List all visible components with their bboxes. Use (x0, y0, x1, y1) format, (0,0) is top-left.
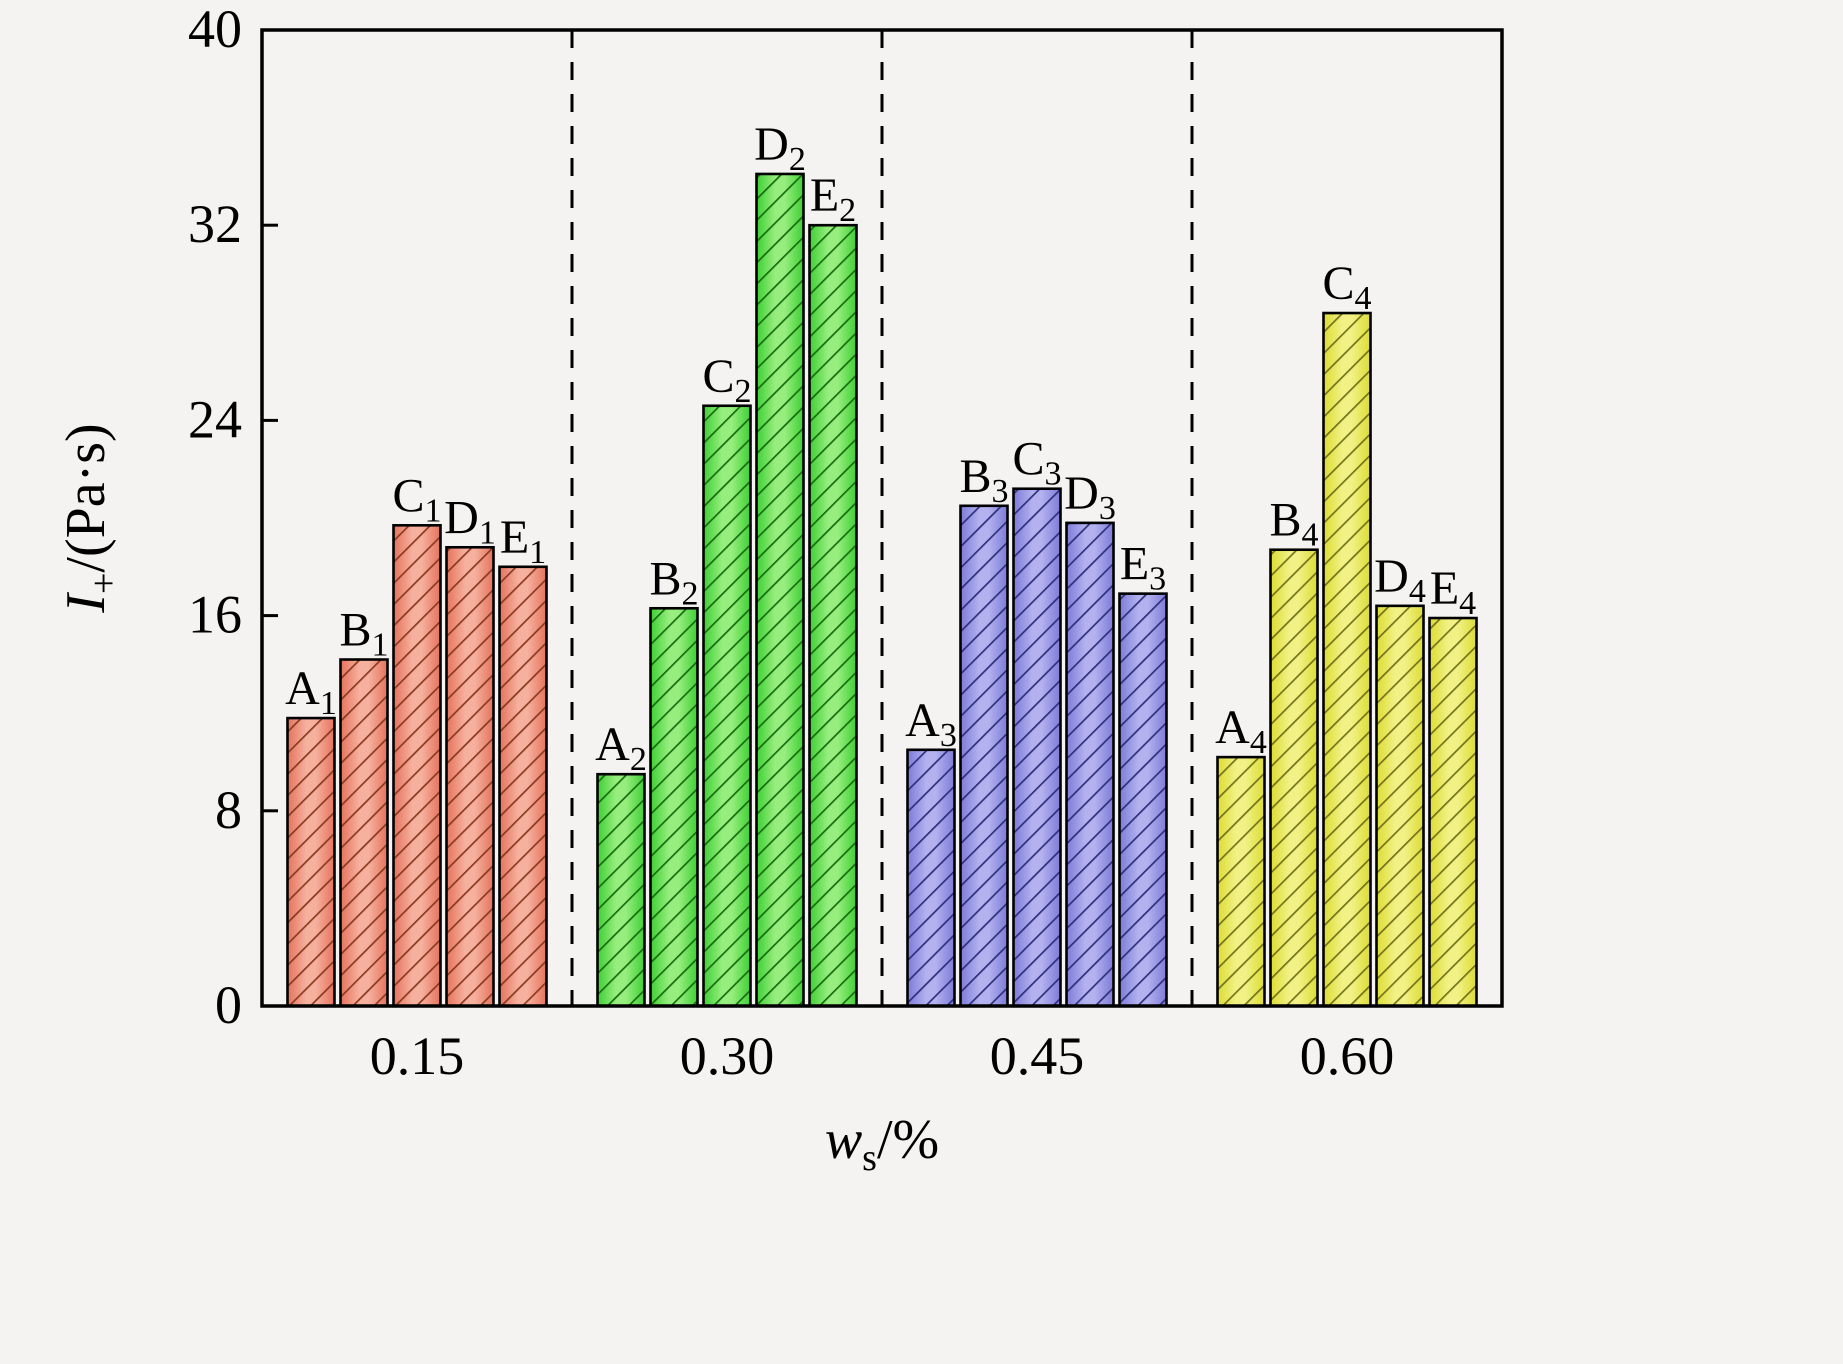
bar-hatch-C3 (1013, 488, 1061, 1007)
bar-hatch-C1 (393, 525, 441, 1006)
y-tick-label: 16 (188, 585, 242, 645)
bar-label-A3: A3 (905, 694, 957, 754)
bar-label-D1: D1 (444, 491, 496, 551)
y-tick-label: 32 (188, 194, 242, 254)
bar-label-E4: E4 (1430, 562, 1476, 622)
bar-label-A4: A4 (1215, 701, 1267, 761)
bar-label-D3: D3 (1064, 467, 1116, 527)
bar-label-B1: B1 (339, 604, 388, 664)
bar-label-C4: C4 (1322, 257, 1371, 317)
x-tick-label: 0.30 (680, 1026, 775, 1086)
bar-hatch-B3 (960, 505, 1008, 1006)
bar-hatch-A1 (287, 718, 335, 1006)
bar-label-A2: A2 (595, 718, 647, 778)
x-tick-label: 0.45 (990, 1026, 1085, 1086)
bar-hatch-D1 (446, 547, 494, 1006)
bar-hatch-A2 (597, 774, 645, 1006)
bar-label-A1: A1 (285, 662, 337, 722)
bar-hatch-B4 (1270, 549, 1318, 1006)
x-axis-title: ws/% (825, 1109, 939, 1179)
bar-hatch-D2 (756, 173, 804, 1006)
bar-hatch-C4 (1323, 313, 1371, 1006)
bar-label-E2: E2 (810, 169, 856, 229)
bar-label-D2: D2 (754, 118, 806, 178)
plot-frame (260, 28, 1504, 1008)
x-tick-label: 0.15 (370, 1026, 465, 1086)
bar-hatch-A3 (907, 749, 955, 1006)
x-tick-label: 0.60 (1300, 1026, 1395, 1086)
bar-label-E3: E3 (1120, 538, 1166, 598)
y-tick-label: 24 (188, 389, 242, 449)
bar-label-E1: E1 (500, 511, 546, 571)
y-tick-label: 40 (188, 0, 242, 59)
bar-hatch-D4 (1376, 605, 1424, 1006)
bar-label-C2: C2 (702, 350, 751, 410)
y-tick-label: 8 (215, 780, 242, 840)
bar-label-D4: D4 (1374, 550, 1426, 610)
bar-hatch-E1 (499, 566, 547, 1006)
bar-hatch-B1 (340, 659, 388, 1006)
bar-hatch-E4 (1429, 618, 1477, 1006)
bar-label-B3: B3 (959, 450, 1008, 510)
bar-hatch-B2 (650, 608, 698, 1006)
bar-hatch-D3 (1066, 522, 1114, 1006)
bar-label-B2: B2 (649, 552, 698, 612)
y-axis-title: I+/(Pa·s) (55, 423, 125, 613)
bar-label-C3: C3 (1012, 433, 1061, 493)
bar-hatch-E2 (809, 225, 857, 1006)
bar-label-B4: B4 (1269, 494, 1318, 554)
bar-hatch-E3 (1119, 593, 1167, 1006)
y-tick-label: 0 (215, 975, 242, 1035)
bar-hatch-A4 (1217, 757, 1265, 1006)
bar-label-C1: C1 (392, 469, 441, 529)
bar-hatch-C2 (703, 405, 751, 1006)
